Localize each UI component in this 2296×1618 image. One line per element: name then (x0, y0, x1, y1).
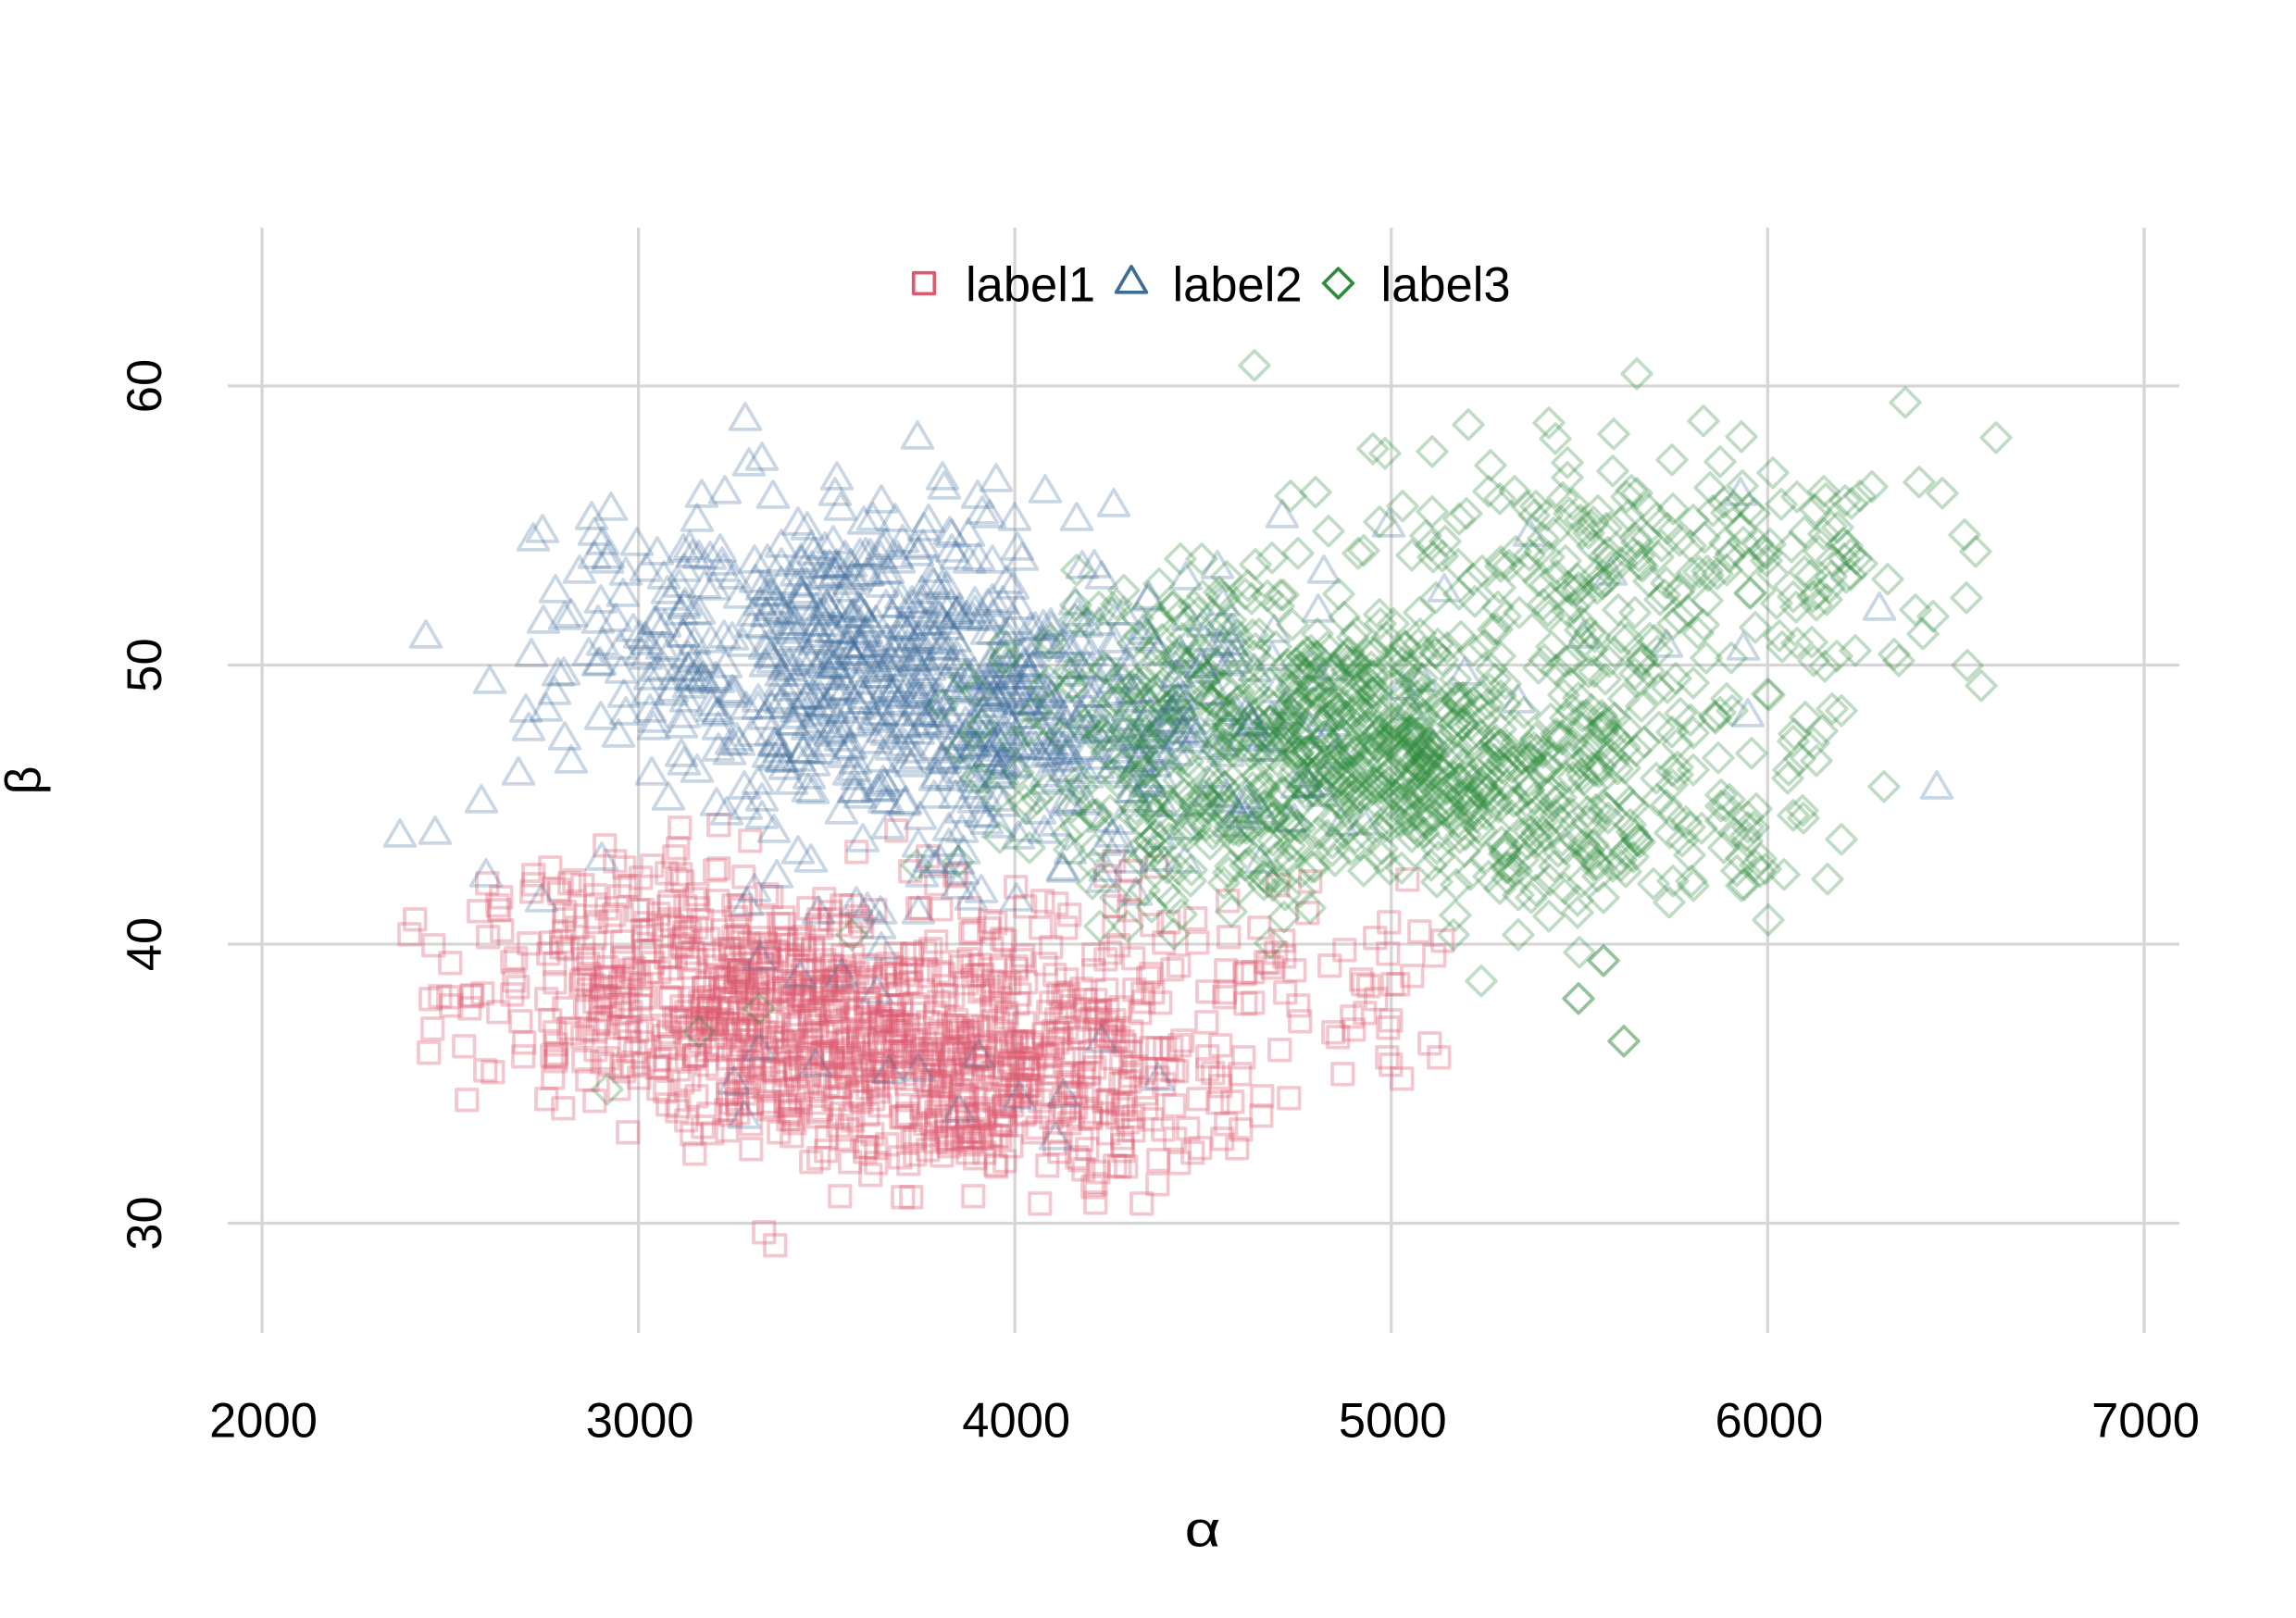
svg-text:3000: 3000 (586, 1394, 694, 1449)
svg-text:7000: 7000 (2091, 1394, 2200, 1449)
svg-text:5000: 5000 (1339, 1394, 1447, 1449)
svg-text:4000: 4000 (962, 1394, 1070, 1449)
svg-text:40: 40 (118, 917, 172, 971)
svg-text:label2: label2 (1173, 258, 1303, 313)
svg-text:label3: label3 (1381, 258, 1511, 313)
svg-text:label1: label1 (966, 258, 1095, 313)
svg-text:50: 50 (118, 638, 172, 691)
svg-text:2000: 2000 (209, 1394, 318, 1449)
svg-text:α: α (1185, 1502, 1221, 1558)
svg-text:β: β (0, 765, 52, 794)
svg-text:6000: 6000 (1716, 1394, 1824, 1449)
svg-text:30: 30 (118, 1196, 172, 1250)
svg-text:60: 60 (118, 359, 172, 413)
